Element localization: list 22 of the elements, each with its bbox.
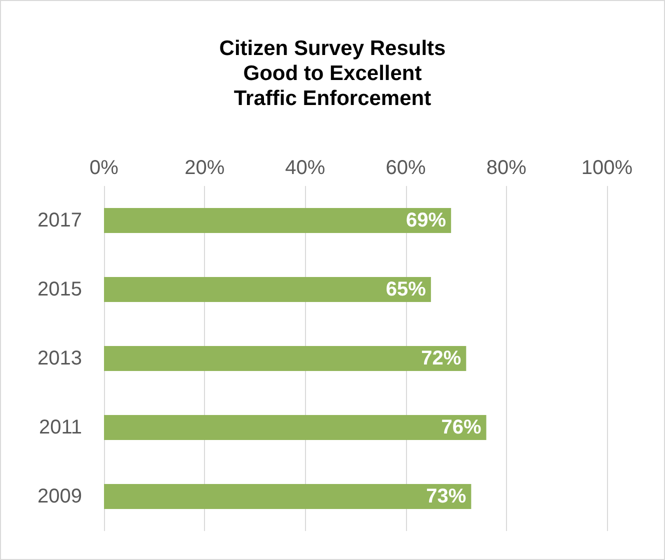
data-label: 76% — [441, 416, 482, 438]
bar — [104, 208, 452, 233]
data-label: 72% — [421, 348, 462, 370]
bar — [104, 277, 431, 302]
bar — [104, 415, 486, 440]
x-tick-label: 40% — [285, 157, 326, 179]
data-label: 65% — [386, 278, 426, 300]
data-label: 73% — [426, 486, 466, 508]
y-tick-label: 2015 — [38, 278, 82, 300]
chart-title: Citizen Survey Results Good to Excellent Traffic Enforcement — [219, 37, 446, 110]
y-tick-label: 2009 — [38, 486, 82, 508]
x-tick-label: 80% — [486, 157, 527, 179]
bar — [104, 346, 466, 371]
x-tick-label: 20% — [184, 157, 225, 179]
x-tick-label: 100% — [581, 157, 633, 179]
x-tick-label: 0% — [90, 157, 119, 179]
y-tick-label: 2011 — [38, 416, 82, 438]
y-tick-label: 2013 — [38, 348, 82, 370]
data-label: 69% — [406, 210, 446, 232]
bar — [104, 484, 472, 509]
y-tick-label: 2017 — [38, 210, 82, 232]
x-tick-label: 60% — [386, 157, 426, 179]
